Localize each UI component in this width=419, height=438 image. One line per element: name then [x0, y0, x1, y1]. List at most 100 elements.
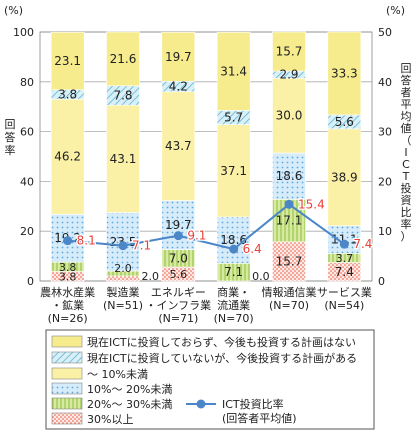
- average-label: 7.1: [132, 239, 151, 253]
- bar-label-s30: 0.0: [252, 270, 270, 283]
- average-label: 9.1: [187, 229, 206, 243]
- bar-label-none: 21.6: [110, 52, 137, 66]
- legend-line-marker: [196, 399, 206, 409]
- legend-swatch-none: [51, 335, 83, 348]
- bar-label-s10: 18.6: [276, 169, 303, 183]
- bar-segment-none: [50, 31, 85, 91]
- left-axis-title: 回答率: [5, 118, 16, 157]
- average-label: 8.1: [77, 234, 96, 248]
- bar-label-s10: 11.1: [331, 233, 358, 247]
- bar-label-s30: 5.6: [170, 268, 188, 281]
- right-axis-title: 回答者平均値（ICT投資比率）: [401, 62, 412, 243]
- axis-title-char: 率: [401, 217, 412, 231]
- category-label: (N=70): [214, 312, 254, 325]
- bar-label-s0: 30.0: [276, 109, 303, 123]
- bar-label-s20: 3.7: [336, 252, 354, 265]
- legend-swatch-s20: [51, 397, 83, 410]
- right-tick-label: 10: [378, 225, 392, 238]
- average-label: 6.4: [243, 242, 262, 256]
- average-point: [339, 239, 349, 249]
- bar-segment-s30: [106, 275, 140, 282]
- bar-segment-none: [161, 31, 196, 82]
- axis-title-char: 答: [5, 130, 16, 144]
- category-label: サービス業: [317, 286, 372, 299]
- legend-label: ICT投資比率: [222, 397, 284, 411]
- axis-title-char: T: [402, 170, 410, 183]
- bar-segment-s0: [272, 78, 306, 154]
- legend-label: 30%以上: [87, 413, 133, 426]
- plot-frame: [39, 31, 373, 282]
- bar-segment-s0: [50, 98, 85, 215]
- bar-label-plan: 5.6: [335, 115, 354, 129]
- legend-label: 10%～ 20%未満: [87, 383, 172, 396]
- bar-label-none: 15.7: [276, 45, 303, 59]
- right-axis-unit: (%): [386, 4, 405, 17]
- left-tick-label: 0: [27, 275, 34, 288]
- average-point: [229, 244, 239, 254]
- axis-title-char: （: [401, 134, 412, 147]
- legend-label: 現在ICTに投資しておらず、今後も投資する計画はない: [87, 335, 356, 349]
- legend-swatch-plan: [51, 351, 83, 364]
- bar-label-s20: 7.0: [169, 251, 188, 265]
- bar-label-none: 33.3: [331, 66, 358, 80]
- category-label: 製造業: [107, 285, 140, 299]
- bar-label-none: 19.7: [165, 50, 192, 64]
- bar-segment-s10: [327, 225, 362, 254]
- average-line: 8.1 7.1 9.1 6.4 15.4 7.4: [63, 196, 374, 257]
- category-label: (N=51): [103, 299, 143, 312]
- average-point: [284, 199, 294, 209]
- bar-label-s0: 43.1: [110, 152, 137, 166]
- category-label: (N=70): [269, 299, 309, 312]
- bar-label-s20: 2.0: [114, 262, 132, 275]
- left-tick-label: 80: [20, 76, 34, 89]
- axis-title-char: 平: [401, 98, 412, 111]
- category-label: 農林水産業: [40, 285, 95, 299]
- bar-segment-s10: [161, 200, 196, 250]
- bar-segment-none: [216, 31, 251, 111]
- bar-label-s10: 19.7: [165, 218, 192, 232]
- bar-label-s20: 17.1: [276, 214, 303, 228]
- bar-label-plan: 7.8: [113, 88, 132, 102]
- bar-label-s20: 7.1: [224, 265, 243, 279]
- axis-title-char: 者: [401, 86, 412, 99]
- bar-label-s30: 2.0: [142, 270, 160, 283]
- bar-label-plan: 2.9: [279, 68, 298, 82]
- average-label: 7.4: [353, 237, 372, 251]
- category-label: (N=54): [324, 299, 364, 312]
- axis-title-char: ）: [401, 230, 412, 243]
- right-tick-label: 30: [378, 126, 392, 139]
- legend-box: [45, 329, 375, 430]
- axis-title-char: C: [402, 158, 410, 171]
- bar-label-plan: 4.2: [169, 80, 188, 94]
- legend-label: ～ 10%未満: [87, 368, 148, 381]
- right-tick-label: 0: [378, 275, 385, 288]
- axis-title-char: I: [404, 146, 407, 159]
- average-point: [118, 241, 128, 251]
- bar-segment-none: [327, 31, 362, 116]
- bar-segment-s0: [161, 91, 196, 201]
- legend-label: 現在ICTに投資していないが、今後投資する計画がある: [87, 351, 357, 365]
- legend: 現在ICTに投資しておらず、今後も投資する計画はない現在ICTに投資していないが…: [45, 329, 375, 430]
- category-label: 商業・: [217, 285, 250, 299]
- category-label: 流通業: [217, 298, 250, 312]
- average-line-path: [67, 203, 345, 251]
- category-label: (N=71): [158, 312, 198, 325]
- bar-segment-s0: [106, 104, 140, 213]
- bar-segment-none: [106, 31, 140, 87]
- left-tick-label: 40: [20, 175, 34, 188]
- category-labels: 農林水産業・鉱業(N=26) 製造業(N=51) エネルギー・インフラ業(N=71)…: [40, 285, 372, 325]
- right-tick-label: 20: [378, 175, 392, 188]
- axis-title-char: 投: [401, 181, 412, 195]
- bar-label-s0: 43.7: [165, 139, 192, 153]
- bar-label-plan: 3.8: [58, 87, 77, 101]
- legend-swatch-s30: [51, 412, 83, 425]
- bar-label-s0: 46.2: [54, 150, 81, 164]
- right-tick-label: 50: [378, 26, 392, 39]
- category-label: ・インフラ業: [145, 299, 211, 312]
- average-label: 15.4: [298, 197, 325, 211]
- bar-label-s20: 3.8: [59, 261, 77, 274]
- bar-segment-none: [272, 31, 306, 72]
